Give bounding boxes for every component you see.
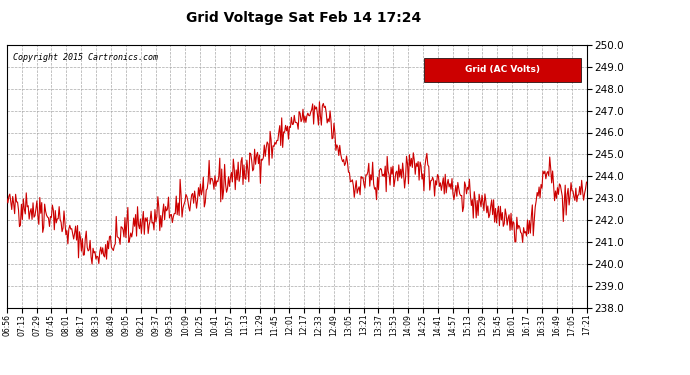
Text: Grid (AC Volts): Grid (AC Volts) (465, 66, 540, 75)
FancyBboxPatch shape (424, 58, 581, 82)
Text: Copyright 2015 Cartronics.com: Copyright 2015 Cartronics.com (12, 53, 158, 62)
Text: Grid Voltage Sat Feb 14 17:24: Grid Voltage Sat Feb 14 17:24 (186, 11, 421, 25)
